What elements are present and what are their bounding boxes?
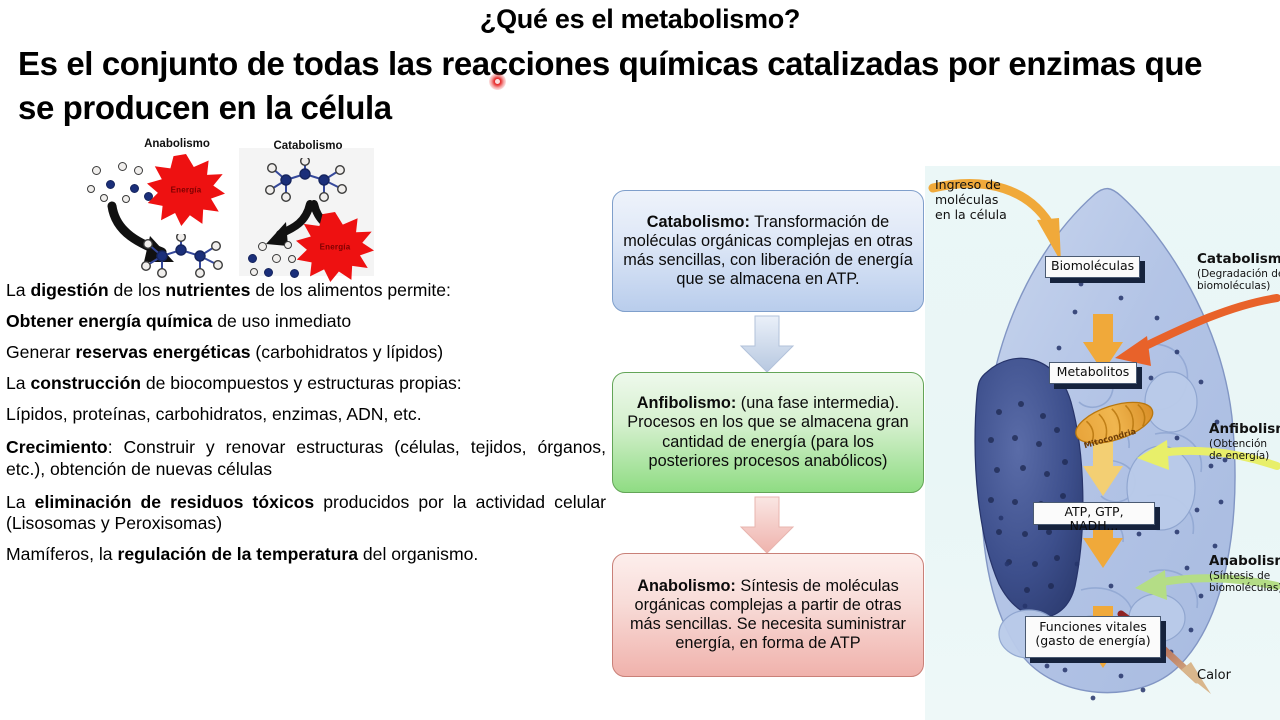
cell-step-atp[interactable]: ATP, GTP, NADH...: [1033, 502, 1155, 533]
flow-arrow-down-icon: [739, 315, 795, 373]
molecule-complex: [264, 158, 347, 203]
flow-box-catabolismo-text: Transformación de moléculas orgánicas co…: [623, 212, 913, 289]
cell-step-funciones-vitales-line1: Funciones vitales: [1039, 619, 1147, 634]
cell-side-label-anabolismo: Anabolismo (Síntesis de biomoléculas): [1209, 553, 1280, 595]
figure-label-anabolismo: Anabolismo: [144, 138, 210, 150]
flow-box-catabolismo-term: Catabolismo:: [646, 212, 750, 231]
atom-white: [122, 195, 130, 203]
atom-white: [100, 194, 108, 202]
cell-entry-label-line3: en la célula: [935, 206, 1007, 222]
atom-blue: [248, 254, 257, 263]
flow-box-anabolismo-text: Síntesis de moléculas orgánicas compleja…: [630, 576, 906, 653]
cell-step-metabolitos[interactable]: Metabolitos: [1049, 362, 1137, 384]
metabolism-flow-diagram: Catabolismo: Transformación de moléculas…: [612, 190, 927, 690]
cell-step-funciones-vitales[interactable]: Funciones vitales (gasto de energía): [1025, 616, 1161, 658]
flow-box-anfibolismo-term: Anfibolismo:: [636, 394, 737, 413]
cell-side-label-anfibolismo: Anfibolismo (Obtención de energía): [1209, 421, 1280, 463]
cell-entry-label: Ingreso de moléculas en la célula: [935, 177, 1007, 222]
cell-metabolism-illustration: Ingreso de moléculas en la célula Biomol…: [925, 166, 1280, 720]
atom-blue: [130, 184, 139, 193]
cell-step-biomoleculas[interactable]: Biomoléculas: [1045, 256, 1140, 278]
energy-label: Energía: [319, 242, 351, 252]
atom-blue: [106, 180, 115, 189]
atom-white: [92, 166, 101, 175]
energy-label: Energía: [170, 185, 202, 195]
cell-side-label-catabolismo-head: Catabolismo: [1197, 251, 1280, 267]
flow-box-anabolismo[interactable]: Anabolismo: Síntesis de moléculas orgáni…: [612, 553, 924, 677]
cell-entry-label-line2: moléculas: [935, 191, 999, 207]
cell-side-label-catabolismo: Catabolismo (Degradación de biomoléculas…: [1197, 251, 1280, 293]
flow-box-catabolismo[interactable]: Catabolismo: Transformación de moléculas…: [612, 190, 924, 312]
cell-heat-label: Calor: [1197, 668, 1231, 683]
flow-arrow-down-icon: [739, 496, 795, 554]
cell-side-label-anfibolismo-head: Anfibolismo: [1209, 421, 1280, 437]
atom-white: [272, 254, 281, 263]
laser-pointer-icon: [489, 73, 506, 90]
atom-white: [258, 242, 267, 251]
anabolism-catabolism-figure: Anabolismo Catabolismo Energía: [84, 138, 384, 283]
page-title-question: ¿Qué es el metabolismo?: [479, 4, 801, 34]
bullet-item: La digestión de los nutrientes de los al…: [6, 280, 451, 300]
molecule-complex: [140, 234, 223, 279]
bullet-item: La eliminación de residuos tóxicos produ…: [6, 491, 606, 534]
atom-white: [284, 241, 292, 249]
cell-side-label-anabolismo-head: Anabolismo: [1209, 553, 1280, 569]
cell-side-label-anfibolismo-sub2: de energía): [1209, 450, 1270, 463]
bullet-list: La digestión de los nutrientes de los al…: [6, 280, 606, 577]
bullet-item: Obtener energía química de uso inmediato: [6, 311, 352, 332]
atom-white: [118, 162, 127, 171]
cell-step-funciones-vitales-line2: (gasto de energía): [1035, 633, 1151, 648]
bullet-item: Lípidos, proteínas, carbohidratos, enzim…: [6, 404, 422, 425]
atom-white: [87, 185, 95, 193]
cell-side-label-anfibolismo-sub1: (Obtención: [1209, 437, 1268, 450]
cell-side-label-anabolismo-sub1: (Síntesis de: [1209, 569, 1271, 582]
page-title-definition: Es el conjunto de todas las reacciones q…: [18, 45, 1203, 126]
bullet-item: Crecimiento: Construir y renovar estruct…: [6, 437, 606, 480]
bullet-item: La construcción de biocompuestos y estru…: [6, 373, 462, 394]
cell-side-label-catabolismo-sub1: (Degradación de: [1197, 267, 1280, 280]
atom-blue: [264, 268, 273, 277]
bullet-item: Mamíferos, la regulación de la temperatu…: [6, 543, 479, 564]
atom-white: [134, 166, 143, 175]
figure-label-catabolismo: Catabolismo: [273, 140, 343, 152]
cell-side-label-anabolismo-sub2: biomoléculas): [1209, 582, 1280, 595]
atom-white: [288, 255, 296, 263]
bullet-item: Generar reservas energéticas (carbohidra…: [6, 342, 444, 363]
cell-entry-label-line1: Ingreso de: [935, 177, 1001, 192]
atom-blue: [290, 269, 299, 278]
flow-box-anabolismo-term: Anabolismo:: [637, 576, 736, 595]
flow-box-anfibolismo[interactable]: Anfibolismo: (una fase intermedia). Proc…: [612, 372, 924, 493]
atom-white: [250, 268, 258, 276]
atom-blue: [144, 192, 153, 201]
flow-box-anfibolismo-text: (una fase intermedia). Procesos en los q…: [627, 394, 909, 470]
cell-side-label-catabolismo-sub2: biomoléculas): [1197, 280, 1271, 293]
